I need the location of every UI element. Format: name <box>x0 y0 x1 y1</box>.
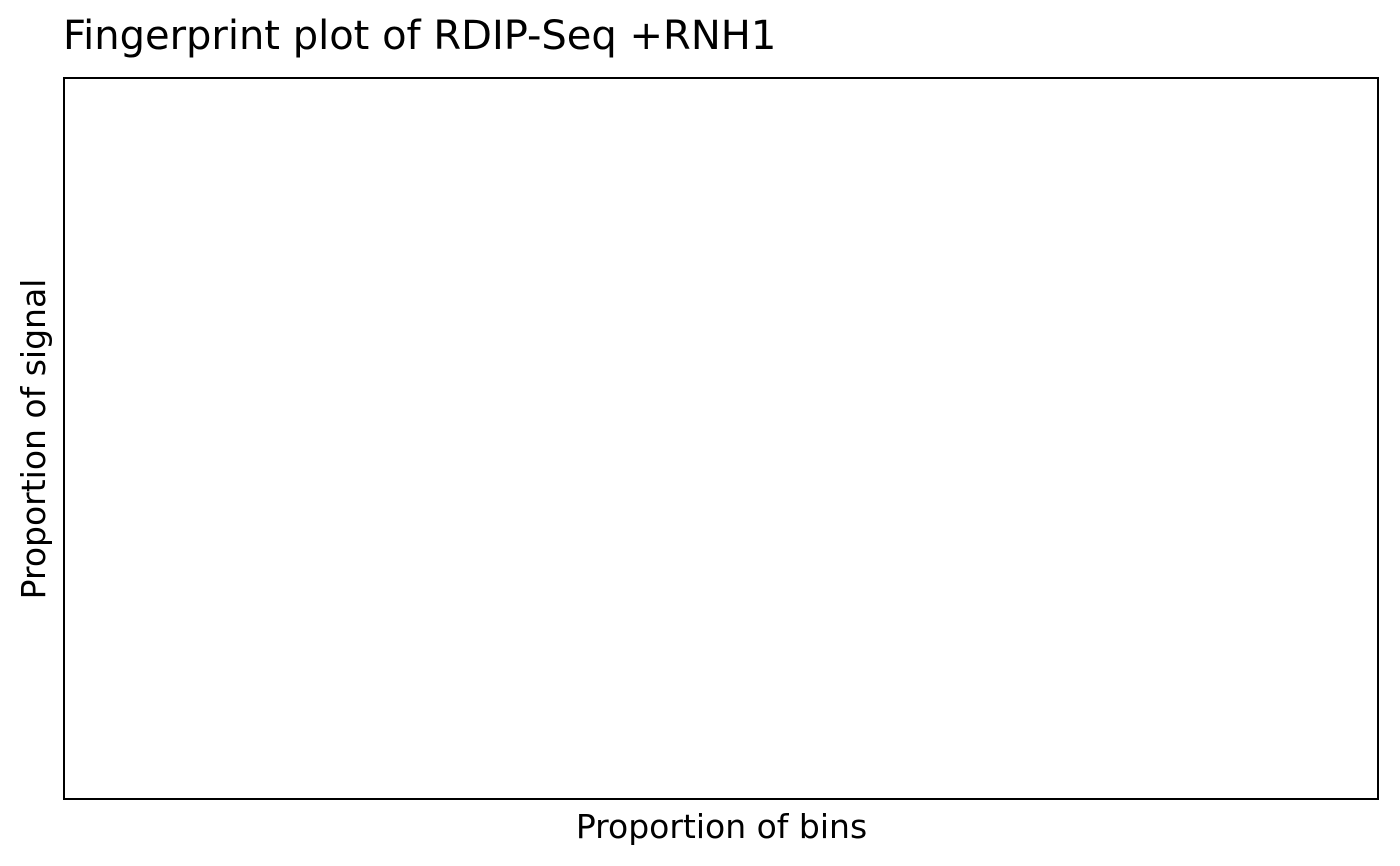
y-axis-label: Proportion of signal <box>14 278 53 600</box>
plot-area <box>63 77 1379 800</box>
plot-canvas <box>65 79 1377 798</box>
chart-title: Fingerprint plot of RDIP-Seq +RNH1 <box>63 13 777 59</box>
x-axis-label: Proportion of bins <box>575 807 868 846</box>
